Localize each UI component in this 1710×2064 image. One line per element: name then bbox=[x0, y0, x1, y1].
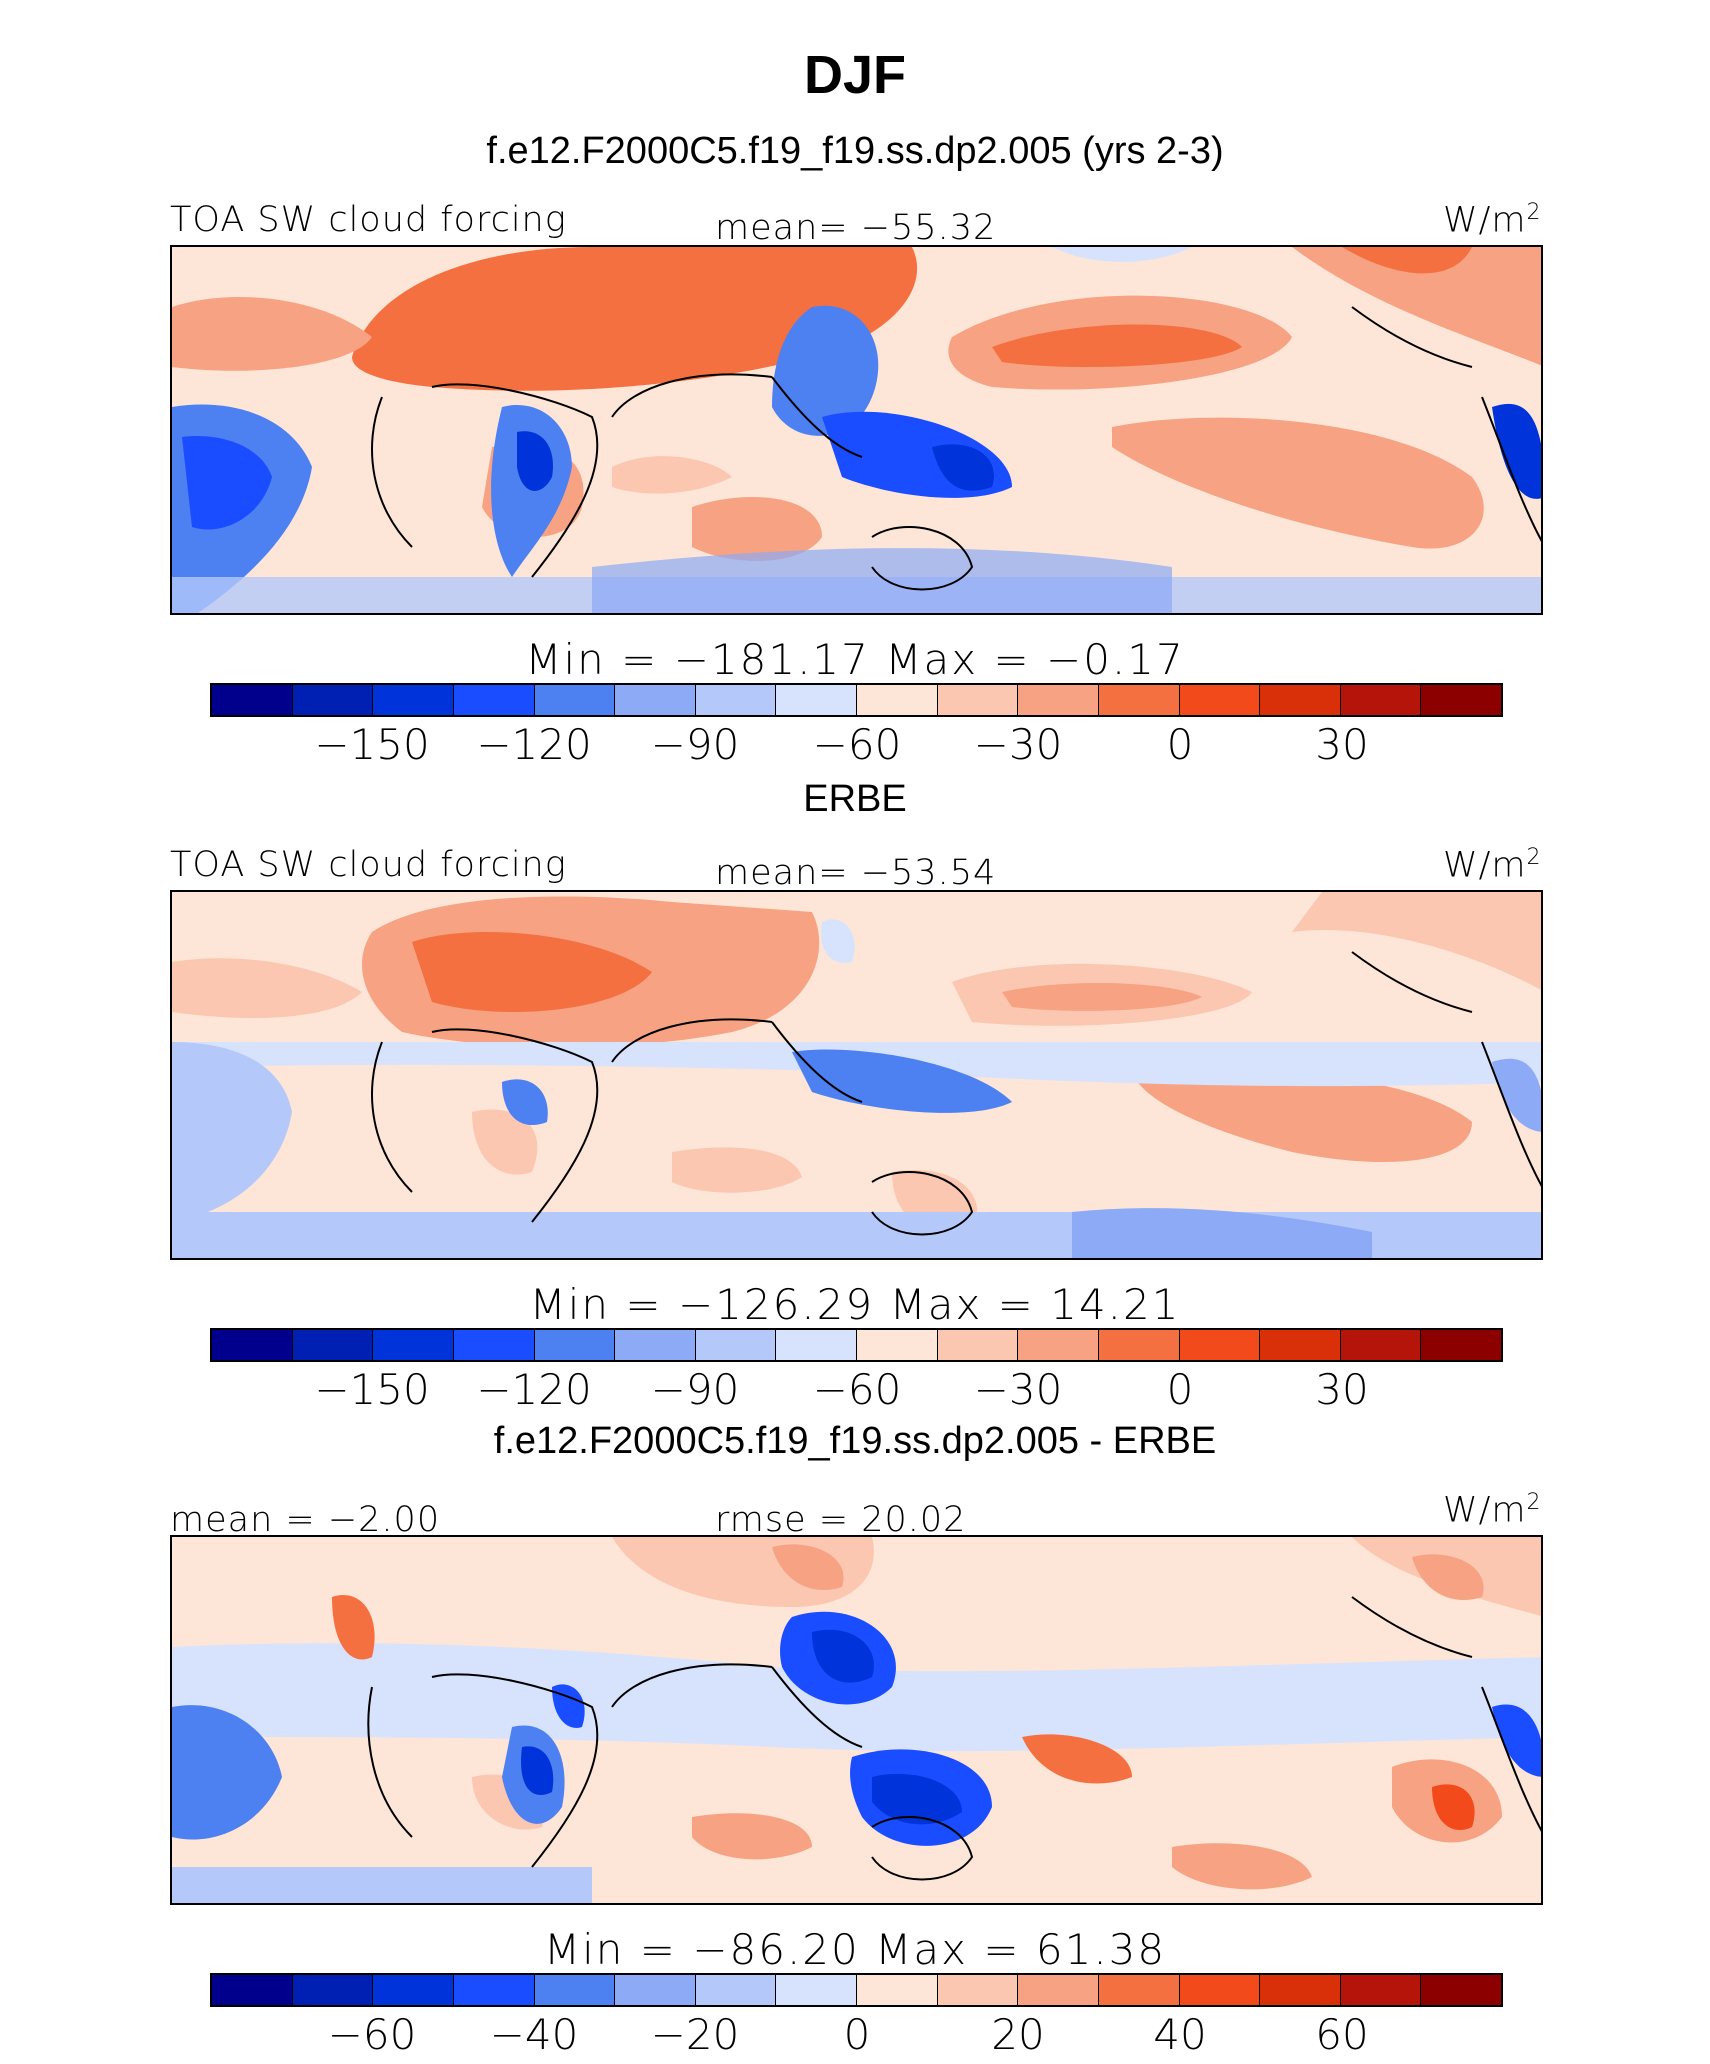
colorbar-swatch bbox=[615, 685, 696, 715]
colorbar-swatch bbox=[695, 1975, 777, 2005]
colorbar-swatch bbox=[212, 1330, 293, 1360]
colorbar-swatch bbox=[292, 1330, 374, 1360]
colorbar-swatch bbox=[1421, 1975, 1501, 2005]
panel1-minmax: Min = −181.17 Max = −0.17 bbox=[525, 635, 1185, 684]
colorbar-swatch bbox=[212, 685, 293, 715]
panel1-tick: −90 bbox=[650, 720, 740, 769]
panel1-mean-label: mean= −55.32 bbox=[715, 208, 997, 248]
panel2-tick: −120 bbox=[476, 1365, 592, 1414]
panel1-units: W/m2 bbox=[1443, 200, 1542, 241]
panel1-map-field bbox=[172, 247, 1541, 613]
panel3-tick: 0 bbox=[843, 2010, 871, 2059]
panel2-map-field bbox=[172, 892, 1541, 1258]
colorbar-swatch bbox=[615, 1330, 696, 1360]
panel1-tick: −120 bbox=[476, 720, 592, 769]
panel1-tick: −30 bbox=[973, 720, 1063, 769]
panel3-minmax: Min = −86.20 Max = 61.38 bbox=[543, 1925, 1167, 1974]
colorbar-swatch bbox=[695, 685, 777, 715]
panel3-mean-label: mean = −2.00 bbox=[170, 1500, 441, 1540]
panel2-title: ERBE bbox=[803, 778, 907, 820]
panel2-map bbox=[170, 890, 1543, 1260]
colorbar-swatch bbox=[695, 1330, 777, 1360]
colorbar-swatch bbox=[373, 685, 454, 715]
colorbar-swatch bbox=[373, 1975, 454, 2005]
colorbar-swatch bbox=[1340, 685, 1422, 715]
panel3-tick: −20 bbox=[650, 2010, 740, 2059]
panel2-variable-label: TOA SW cloud forcing bbox=[170, 845, 567, 885]
colorbar-swatch bbox=[1098, 685, 1180, 715]
colorbar-swatch bbox=[453, 1330, 535, 1360]
panel2-tick: 30 bbox=[1315, 1365, 1369, 1414]
colorbar-swatch bbox=[292, 1975, 374, 2005]
panel3-map-field bbox=[172, 1537, 1541, 1903]
panel1-variable-label: TOA SW cloud forcing bbox=[170, 200, 567, 240]
panel3-colorbar bbox=[210, 1973, 1503, 2007]
colorbar-swatch bbox=[373, 1330, 454, 1360]
colorbar-swatch bbox=[776, 1330, 857, 1360]
panel3-tick: −40 bbox=[489, 2010, 579, 2059]
colorbar-swatch bbox=[212, 1975, 293, 2005]
colorbar-swatch bbox=[292, 685, 374, 715]
panel2-tick: −60 bbox=[812, 1365, 902, 1414]
panel2-minmax: Min = −126.29 Max = 14.21 bbox=[529, 1280, 1181, 1329]
panel1-tick: 0 bbox=[1166, 720, 1194, 769]
colorbar-swatch bbox=[1179, 1330, 1261, 1360]
colorbar-swatch bbox=[1260, 1330, 1341, 1360]
colorbar-swatch bbox=[534, 685, 616, 715]
colorbar-swatch bbox=[1179, 1975, 1261, 2005]
colorbar-swatch bbox=[1421, 685, 1501, 715]
colorbar-swatch bbox=[1179, 685, 1261, 715]
panel3-title: f.e12.F2000C5.f19_f19.ss.dp2.005 - ERBE bbox=[493, 1420, 1217, 1462]
colorbar-swatch bbox=[1098, 1975, 1180, 2005]
colorbar-swatch bbox=[937, 1330, 1019, 1360]
colorbar-swatch bbox=[1018, 1975, 1099, 2005]
panel2-tick: −150 bbox=[314, 1365, 430, 1414]
colorbar-swatch bbox=[857, 1330, 938, 1360]
colorbar-swatch bbox=[534, 1975, 616, 2005]
panel1-tick: 30 bbox=[1315, 720, 1369, 769]
panel3-rmse-label: rmse = 20.02 bbox=[715, 1500, 967, 1540]
panel3-tick: 60 bbox=[1315, 2010, 1369, 2059]
panel1-title: f.e12.F2000C5.f19_f19.ss.dp2.005 (yrs 2-… bbox=[486, 130, 1224, 172]
colorbar-swatch bbox=[1340, 1975, 1422, 2005]
colorbar-swatch bbox=[453, 1975, 535, 2005]
figure-title: DJF bbox=[803, 45, 906, 105]
colorbar-swatch bbox=[1018, 1330, 1099, 1360]
panel1-tick: −150 bbox=[314, 720, 430, 769]
colorbar-swatch bbox=[1018, 685, 1099, 715]
panel1-map bbox=[170, 245, 1543, 615]
panel2-units: W/m2 bbox=[1443, 845, 1542, 886]
colorbar-swatch bbox=[857, 685, 938, 715]
colorbar-swatch bbox=[857, 1975, 938, 2005]
panel2-tick: −90 bbox=[650, 1365, 740, 1414]
colorbar-swatch bbox=[1260, 685, 1341, 715]
colorbar-swatch bbox=[1260, 1975, 1341, 2005]
panel2-tick: 0 bbox=[1166, 1365, 1194, 1414]
panel2-tick: −30 bbox=[973, 1365, 1063, 1414]
colorbar-swatch bbox=[776, 1975, 857, 2005]
colorbar-swatch bbox=[937, 685, 1019, 715]
panel1-tick: −60 bbox=[812, 720, 902, 769]
colorbar-swatch bbox=[453, 685, 535, 715]
colorbar-swatch bbox=[776, 685, 857, 715]
colorbar-swatch bbox=[615, 1975, 696, 2005]
colorbar-swatch bbox=[1098, 1330, 1180, 1360]
panel2-colorbar bbox=[210, 1328, 1503, 1362]
colorbar-swatch bbox=[534, 1330, 616, 1360]
panel1-colorbar bbox=[210, 683, 1503, 717]
panel3-tick: 20 bbox=[991, 2010, 1045, 2059]
panel3-tick: −60 bbox=[327, 2010, 417, 2059]
panel3-units: W/m2 bbox=[1443, 1490, 1542, 1531]
colorbar-swatch bbox=[1340, 1330, 1422, 1360]
colorbar-swatch bbox=[937, 1975, 1019, 2005]
panel3-tick: 40 bbox=[1153, 2010, 1207, 2059]
panel2-mean-label: mean= −53.54 bbox=[715, 853, 997, 893]
panel3-map bbox=[170, 1535, 1543, 1905]
colorbar-swatch bbox=[1421, 1330, 1501, 1360]
